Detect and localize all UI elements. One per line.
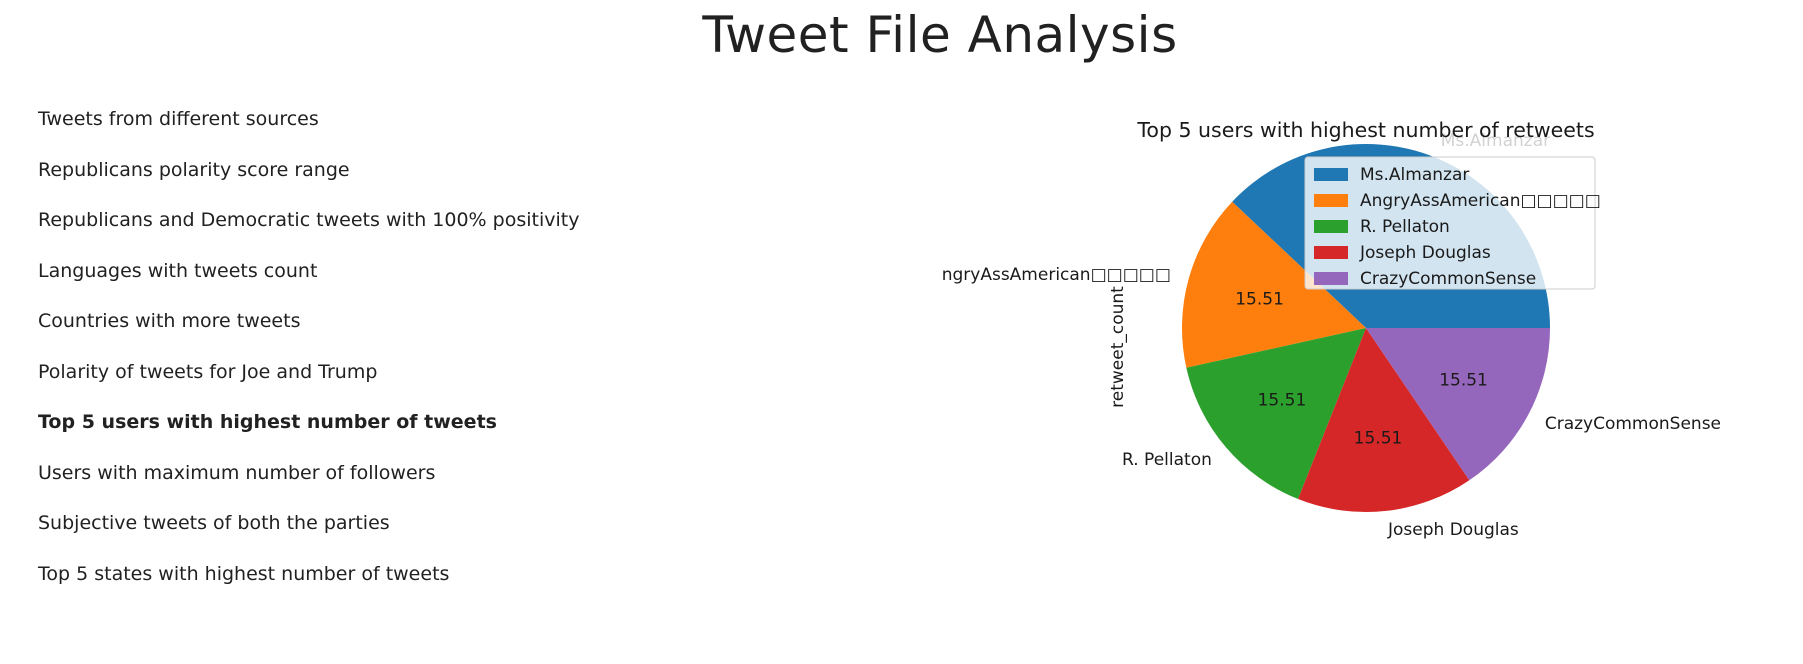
pie-outer-label-ms-almanzar: Ms.Almanzar (1441, 131, 1550, 151)
y-axis-label: retweet_count (1108, 286, 1128, 408)
pie-outer-label-crazycommonsense: CrazyCommonSense (1545, 414, 1721, 434)
nav-item-joe-trump-polarity[interactable]: Polarity of tweets for Joe and Trump (38, 360, 378, 383)
legend-label-crazycommonsense: CrazyCommonSense (1360, 269, 1536, 289)
legend-swatch-joseph-douglas (1314, 246, 1348, 259)
pie-value-labels: 15.51 15.51 15.51 15.51 (1235, 290, 1488, 449)
pie-outer-label-angryassamerican: ngryAssAmerican□□□□□ (942, 265, 1171, 285)
legend-label-r-pellaton: R. Pellaton (1360, 217, 1450, 237)
legend-swatch-r-pellaton (1314, 220, 1348, 233)
legend-swatch-ms-almanzar (1314, 168, 1348, 181)
pie-value-label-r-pellaton: 15.51 (1258, 391, 1307, 411)
nav-item-republican-polarity[interactable]: Republicans polarity score range (38, 158, 350, 181)
nav-item-max-followers[interactable]: Users with maximum number of followers (38, 461, 436, 484)
nav-item-languages[interactable]: Languages with tweets count (38, 259, 318, 282)
pie-chart: Top 5 users with highest number of retwe… (942, 118, 1721, 540)
pie-value-label-joseph-douglas: 15.51 (1354, 429, 1403, 449)
analysis-nav-list: Tweets from different sources Republican… (38, 106, 798, 611)
pie-slice-crazycommonsense (1366, 328, 1550, 481)
pie-value-label-angryassamerican: 15.51 (1235, 290, 1284, 310)
nav-item-subjective-tweets[interactable]: Subjective tweets of both the parties (38, 512, 390, 534)
legend-frame (1304, 156, 1596, 290)
legend-label-angryassamerican: AngryAssAmerican□□□□□ (1360, 191, 1601, 211)
legend-label-ms-almanzar: Ms.Almanzar (1360, 165, 1469, 185)
nav-item-countries[interactable]: Countries with more tweets (38, 310, 301, 332)
pie-slice-joseph-douglas (1298, 328, 1470, 512)
pie-outer-labels: Ms.Almanzar ngryAssAmerican□□□□□ R. Pellat… (942, 131, 1721, 540)
pie-outer-label-r-pellaton: R. Pellaton (1122, 450, 1212, 470)
page-title: Tweet File Analysis (702, 6, 1178, 64)
nav-item-sources[interactable]: Tweets from different sources (38, 108, 319, 130)
legend-swatch-angryassamerican (1314, 194, 1348, 207)
pie-value-label-crazycommonsense: 15.51 (1439, 371, 1488, 391)
pie-slice-r-pellaton (1186, 328, 1366, 499)
pie-outer-label-joseph-douglas: Joseph Douglas (1387, 520, 1519, 540)
nav-item-full-positivity[interactable]: Republicans and Democratic tweets with 1… (38, 209, 580, 231)
legend-label-joseph-douglas: Joseph Douglas (1359, 243, 1491, 263)
chart-legend: Ms.Almanzar AngryAssAmerican□□□□□ R. Pella… (1304, 156, 1601, 290)
legend-swatch-crazycommonsense (1314, 272, 1348, 285)
nav-item-top-states[interactable]: Top 5 states with highest number of twee… (38, 562, 450, 585)
pie-chart-panel: Top 5 users with highest number of retwe… (900, 92, 1800, 612)
chart-title: Top 5 users with highest number of retwe… (1136, 118, 1594, 142)
pie-slice-angryassamerican (1182, 201, 1366, 368)
nav-item-top-users[interactable]: Top 5 users with highest number of tweet… (38, 411, 497, 433)
